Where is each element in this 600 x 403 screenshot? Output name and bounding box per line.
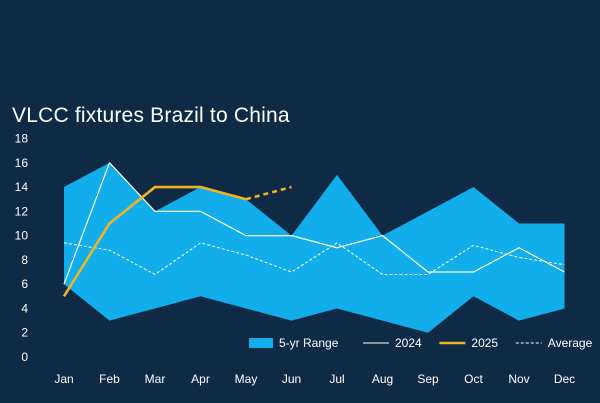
chart-title: VLCC fixtures Brazil to China xyxy=(12,104,290,127)
legend: 5-yr Range 2024 2025 Average xyxy=(249,336,593,350)
x-tick-label: Jul xyxy=(329,372,344,386)
legend-swatch xyxy=(249,338,273,348)
y-tick-label: 8 xyxy=(21,253,28,267)
x-tick-label: Apr xyxy=(191,372,210,386)
x-tick-label: Jan xyxy=(54,372,73,386)
y-tick-label: 16 xyxy=(15,156,29,170)
x-tick-label: Feb xyxy=(99,372,120,386)
y-tick-label: 6 xyxy=(21,277,28,291)
x-tick-label: Sep xyxy=(417,372,439,386)
x-tick-label: Dec xyxy=(554,372,575,386)
line-2024 xyxy=(63,162,565,285)
y-tick-label: 14 xyxy=(15,180,29,194)
legend-label: 2024 xyxy=(395,336,422,350)
x-tick-label: Oct xyxy=(464,372,483,386)
y-tick-label: 18 xyxy=(15,132,29,146)
x-tick-label: May xyxy=(235,372,258,386)
y-tick-label: 0 xyxy=(21,350,28,364)
x-tick-label: Aug xyxy=(372,372,393,386)
average-line xyxy=(63,242,565,276)
legend-label: Average xyxy=(548,336,593,350)
legend-label: 2025 xyxy=(471,336,498,350)
y-tick-label: 2 xyxy=(21,326,28,340)
y-tick-label: 10 xyxy=(15,229,29,243)
x-tick-label: Nov xyxy=(508,372,529,386)
legend-label: 5-yr Range xyxy=(279,336,339,350)
line-2025 xyxy=(62,185,247,297)
y-tick-label: 4 xyxy=(21,301,28,315)
x-tick-label: Jun xyxy=(282,372,301,386)
range-band xyxy=(64,162,565,333)
y-tick-label: 12 xyxy=(15,204,29,218)
x-tick-label: Mar xyxy=(145,372,166,386)
line-2025-projection xyxy=(245,185,292,201)
